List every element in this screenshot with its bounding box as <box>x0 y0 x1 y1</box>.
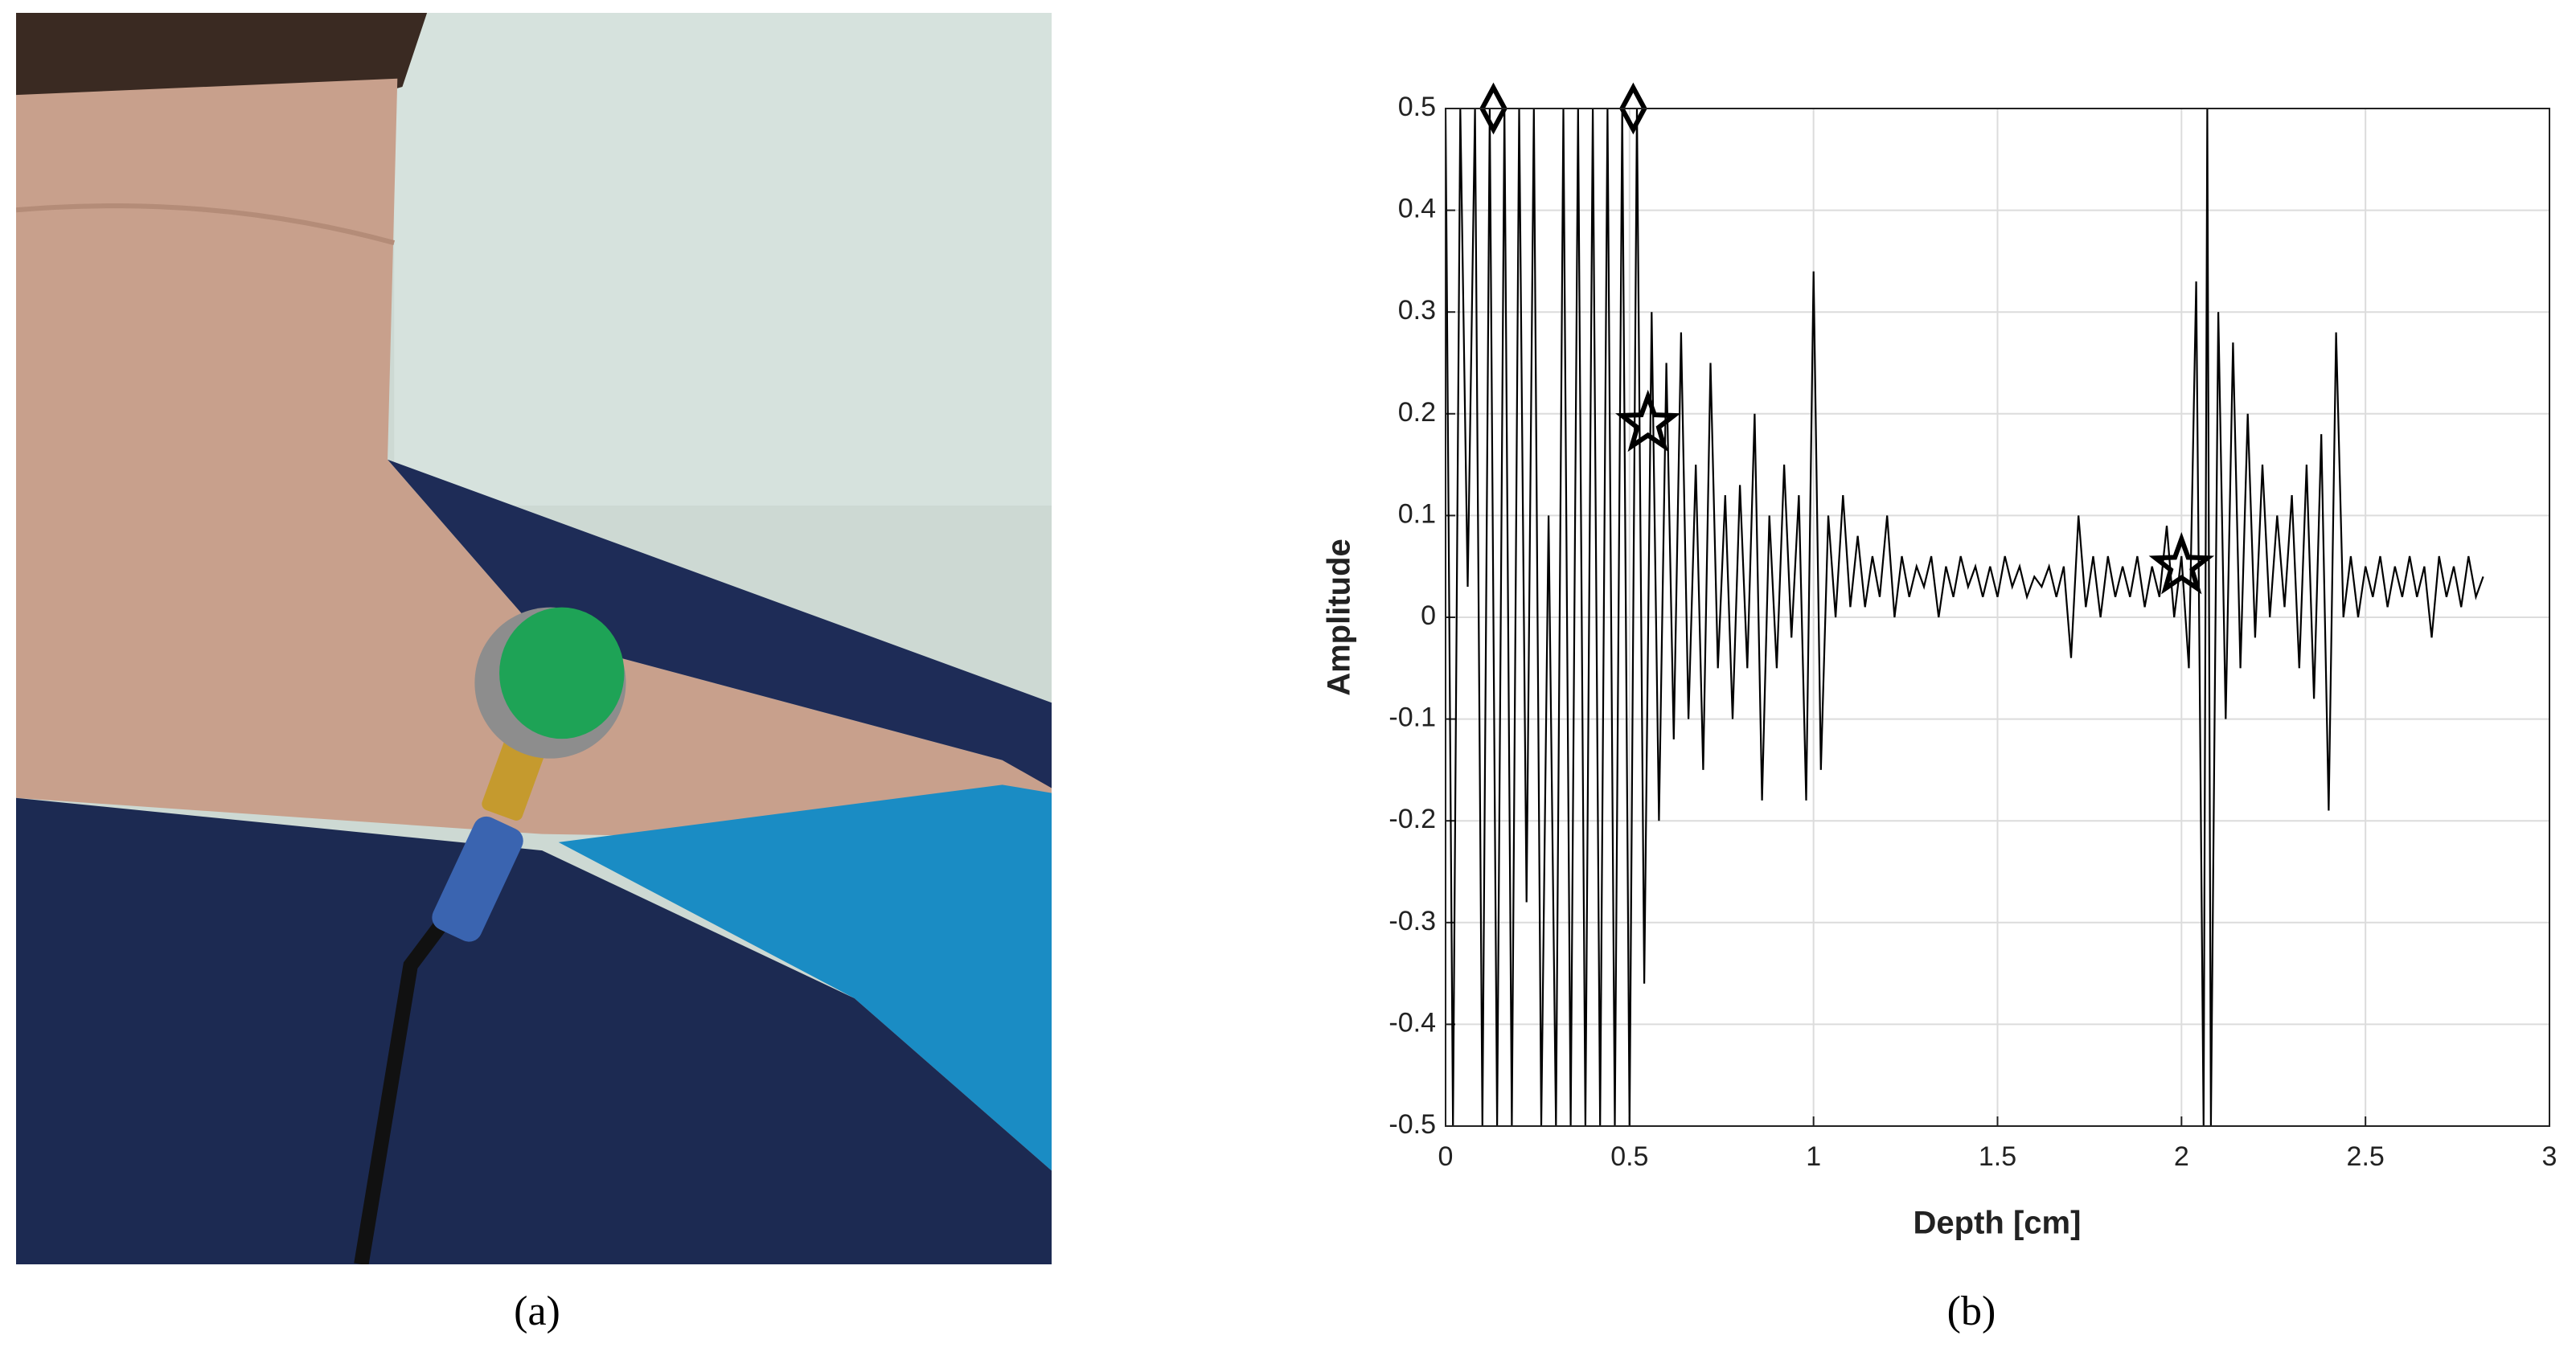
signal-line <box>1446 109 2484 1126</box>
y-tick-label: 0.1 <box>1398 498 1436 529</box>
x-tick-label: 2.5 <box>2347 1141 2385 1172</box>
x-tick-label: 3 <box>2542 1141 2558 1172</box>
caption: (b) <box>1947 1288 1996 1334</box>
y-tick-label: -0.5 <box>1388 1109 1436 1140</box>
x-tick-label: 1 <box>1806 1141 1821 1172</box>
plot: -0.5 -0.4 -0.3 -0.2 -0.1 0 0.1 0.2 0.3 0.4 0.5 0 0.5… <box>1388 82 2558 1172</box>
y-tick-label: -0.1 <box>1388 702 1436 733</box>
marker <box>1619 82 1647 135</box>
x-tick-label: 0.5 <box>1610 1141 1648 1172</box>
marker <box>1615 389 1681 453</box>
y-axis-label: Amplitude <box>1322 539 1357 696</box>
y-tick-label: 0.4 <box>1398 194 1436 224</box>
plot-frame <box>1445 108 2550 1127</box>
photo <box>16 13 1052 1264</box>
x-tick-label: 2 <box>2174 1141 2189 1172</box>
y-tick-label: -0.3 <box>1388 906 1436 936</box>
marker <box>1479 82 1507 135</box>
y-tick-label: 0.5 <box>1398 92 1436 122</box>
y-tick-label: 0 <box>1421 600 1436 631</box>
y-tick-label: 0.2 <box>1398 397 1436 428</box>
y-tick-label: 0.3 <box>1398 295 1436 326</box>
y-tick-label: -0.4 <box>1388 1007 1436 1038</box>
x-tick-label: 0 <box>1438 1141 1454 1172</box>
caption: (a) <box>514 1288 560 1334</box>
marker <box>2148 531 2215 595</box>
y-tick-label: -0.2 <box>1388 804 1436 834</box>
x-tick-label: 1.5 <box>1979 1141 2016 1172</box>
x-axis-label: Depth [cm] <box>1914 1206 2082 1241</box>
